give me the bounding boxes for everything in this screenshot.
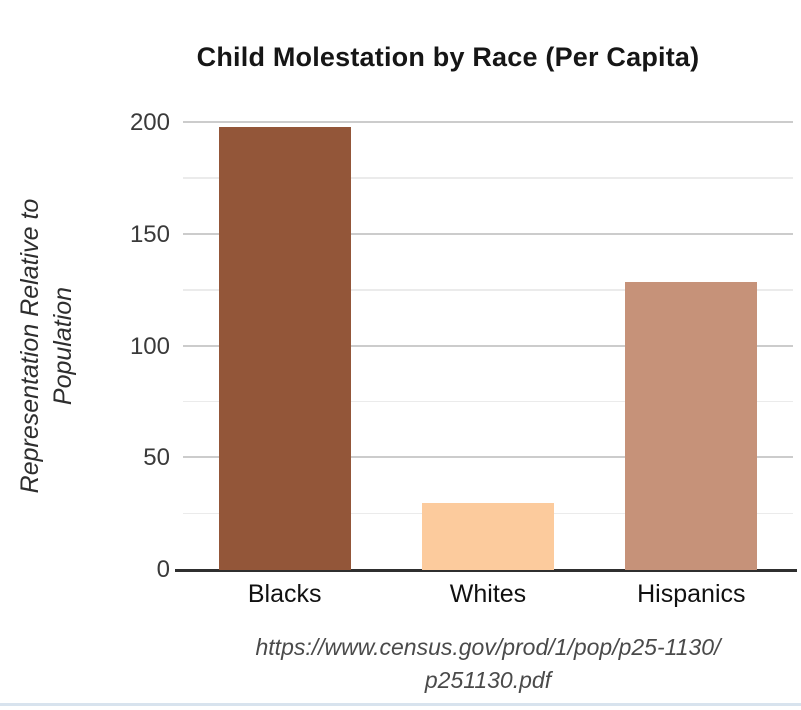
x-tick-label-hispanics: Hispanics [637, 580, 746, 608]
bottom-edge-line [0, 703, 801, 706]
source-citation: https://www.census.gov/prod/1/pop/p25-11… [143, 631, 801, 697]
gridline-75 [183, 400, 793, 403]
y-tick-label-200: 200 [129, 109, 170, 136]
gridline-50 [183, 456, 793, 459]
bar-whites [421, 502, 554, 570]
gridline-100 [183, 344, 793, 347]
gridline-175 [183, 177, 793, 179]
x-axis-labels: Blacks Whites Hispanics [183, 580, 793, 609]
x-tick-label-whites: Whites [449, 580, 527, 608]
bar-blacks [218, 127, 351, 570]
y-axis-title: Representation Relative to Population [14, 131, 80, 561]
source-line2: p251130.pdf [424, 667, 552, 693]
gridline-150 [183, 232, 793, 235]
plot-area [175, 121, 797, 572]
y-axis-title-line2: Population [49, 286, 77, 406]
y-axis-title-line1: Representation Relative to [16, 198, 44, 494]
x-tick-label-blacks: Blacks [247, 580, 322, 608]
bar-hispanics [625, 281, 758, 570]
y-tick-label-50: 50 [143, 444, 170, 472]
x-axis-line [175, 569, 797, 572]
y-tick-label-0: 0 [156, 556, 170, 583]
y-tick-label-100: 100 [129, 332, 170, 360]
bars [183, 123, 793, 570]
gridline-125 [183, 289, 793, 291]
gridline-200 [183, 121, 793, 123]
source-line1: https://www.census.gov/prod/1/pop/p25-11… [255, 634, 721, 660]
y-tick-label-150: 150 [129, 220, 170, 248]
chart-title: Child Molestation by Race (Per Capita) [196, 42, 700, 72]
y-axis-ticks: 0 50 100 150 200 [95, 109, 170, 583]
